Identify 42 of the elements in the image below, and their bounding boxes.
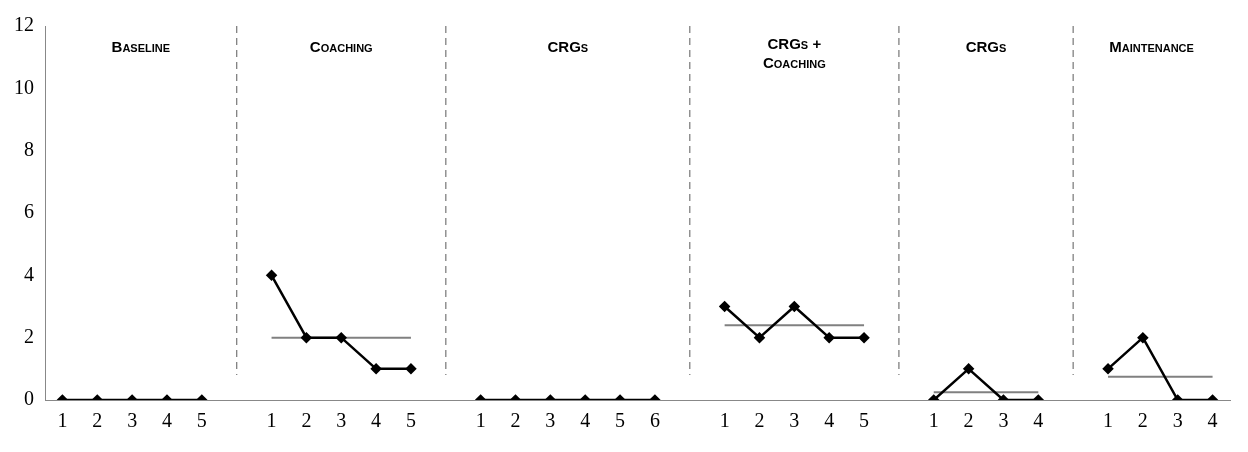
y-tick-label: 6 — [24, 200, 34, 223]
x-tick-label: 2 — [92, 409, 103, 432]
x-tick-label: 2 — [301, 409, 312, 432]
x-tick-label: 3 — [789, 409, 800, 432]
x-tick-label: 6 — [649, 409, 660, 432]
x-tick-label: 1 — [928, 409, 939, 432]
x-tick-label: 3 — [127, 409, 138, 432]
x-tick-label: 1 — [266, 409, 277, 432]
annotation: CRGs — [965, 38, 1007, 56]
x-tick-label: 5 — [196, 409, 207, 432]
x-tick-label: 2 — [510, 409, 521, 432]
y-tick-label: 2 — [24, 324, 34, 347]
annotation: Maintenance — [1109, 38, 1194, 56]
x-tick-label: 4 — [824, 409, 835, 432]
x-tick-label: 5 — [615, 409, 626, 432]
y-tick-label: 0 — [24, 387, 34, 410]
x-tick-label: 1 — [719, 409, 730, 432]
annotation: CRGs — [547, 38, 589, 56]
x-tick-label: 3 — [998, 409, 1009, 432]
x-tick-label: 3 — [545, 409, 556, 432]
x-tick-label: 1 — [475, 409, 486, 432]
y-tick-label: 10 — [14, 75, 34, 98]
x-tick-label: 2 — [1137, 409, 1148, 432]
x-tick-label: 3 — [1172, 409, 1183, 432]
x-tick-label: 5 — [859, 409, 870, 432]
annotation: Coaching — [309, 38, 373, 56]
x-tick-label: 4 — [1033, 409, 1044, 432]
x-tick-label: 2 — [754, 409, 765, 432]
y-tick-label: 8 — [24, 137, 34, 160]
x-tick-label: 4 — [161, 409, 172, 432]
x-tick-label: 4 — [1207, 409, 1218, 432]
x-tick-label: 2 — [963, 409, 974, 432]
x-tick-label: 1 — [1103, 409, 1114, 432]
y-tick-label: 4 — [24, 262, 34, 285]
x-tick-label: 4 — [580, 409, 591, 432]
annotation: CRGs + Coaching — [762, 35, 826, 72]
annotation: Baseline — [111, 38, 171, 56]
x-tick-label: 3 — [336, 409, 347, 432]
y-tick-label: 12 — [14, 13, 34, 36]
x-tick-label: 4 — [371, 409, 382, 432]
x-tick-label: 5 — [405, 409, 416, 432]
x-tick-label: 1 — [57, 409, 68, 432]
